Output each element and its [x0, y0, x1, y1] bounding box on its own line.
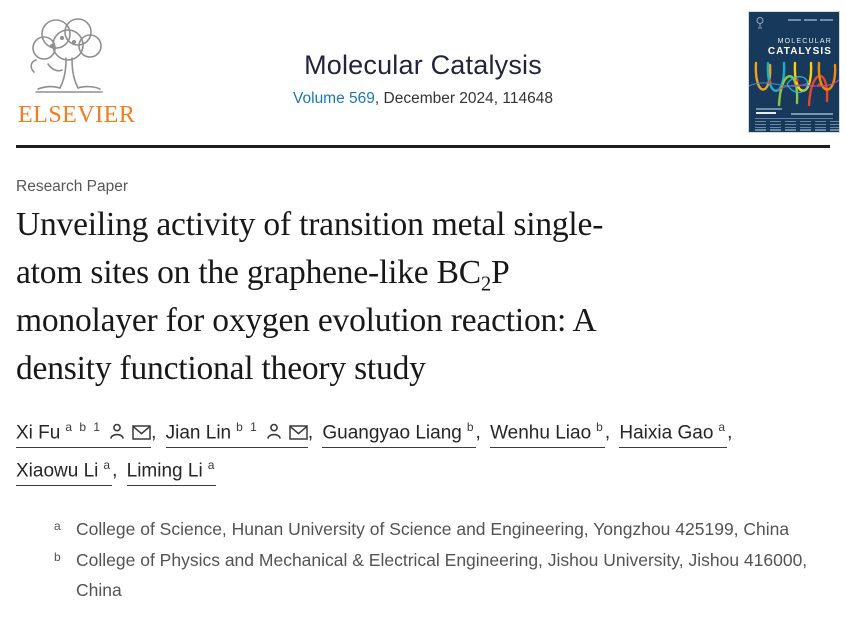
author-guangyao-liang[interactable]: Guangyao Liang b	[322, 419, 476, 448]
title-line2-pre: atom sites on the graphene-like BC	[16, 254, 481, 291]
author-liming-li[interactable]: Liming Li a	[126, 457, 217, 486]
affiliation-sup: b	[54, 550, 61, 564]
author-separator: ,	[112, 460, 123, 481]
author-affil-sup: a	[103, 457, 113, 472]
author-xiaowu-li[interactable]: Xiaowu Li a	[16, 457, 113, 486]
elsevier-tree-icon	[30, 18, 103, 93]
affiliation-b: b College of Physics and Mechanical & El…	[54, 545, 830, 605]
volume-link[interactable]: Volume 569	[293, 90, 375, 107]
author-affil-sup: b	[466, 419, 476, 434]
header-divider	[16, 145, 830, 148]
issue-rest: , December 2024, 114648	[374, 90, 553, 107]
article-type-label: Research Paper	[16, 178, 129, 195]
cover-journal-name-line1: MOLECULAR	[777, 38, 832, 45]
author-separator: ,	[307, 422, 319, 443]
email-icon	[289, 425, 308, 440]
affiliation-text: College of Science, Hunan University of …	[76, 519, 790, 539]
author-affil-sup: a	[718, 419, 728, 434]
author-separator: ,	[604, 422, 616, 443]
affiliation-list: a College of Science, Hunan University o…	[16, 514, 830, 605]
email-icon	[132, 425, 151, 440]
author-haixia-gao[interactable]: Haixia Gao a	[619, 419, 728, 448]
cover-divider	[755, 118, 833, 119]
title-subscript: 2	[480, 272, 492, 296]
author-xi-fu[interactable]: Xi Fu a b 1	[16, 419, 152, 448]
journal-meta: Molecular Catalysis Volume 569, December…	[0, 50, 846, 108]
person-icon	[110, 423, 124, 439]
author-affil-sup: a b 1	[65, 419, 103, 434]
cover-journal-name-line2: CATALYSIS	[767, 46, 832, 58]
journal-cover-thumbnail[interactable]: MOLECULAR CATALYSIS	[749, 12, 839, 132]
affiliation-a: a College of Science, Hunan University o…	[54, 514, 830, 544]
author-separator: ,	[151, 422, 162, 443]
person-icon	[267, 423, 281, 439]
affiliation-sup: a	[54, 519, 61, 533]
cover-journal-name: MOLECULAR CATALYSIS	[768, 38, 832, 58]
elsevier-wordmark: ELSEVIER	[18, 102, 136, 128]
author-affil-sup: b	[596, 419, 605, 434]
elsevier-logo[interactable]: ELSEVIER	[18, 12, 136, 129]
title-line1: Unveiling activity of transition metal s…	[16, 206, 604, 243]
author-separator: ,	[475, 422, 487, 443]
journal-header: ELSEVIER Molecular Catalysis Volume 569,…	[0, 0, 846, 146]
cover-editor-bar	[791, 113, 833, 115]
author-jian-lin[interactable]: Jian Lin b 1	[165, 419, 308, 448]
title-line3: monolayer for oxygen evolution reaction:…	[16, 302, 597, 339]
article-body: Research Paper Unveiling activity of tra…	[16, 148, 830, 606]
cover-contents-bars	[755, 121, 839, 132]
author-list: Xi Fu a b 1, Jian Lin b 1, Guangyao Liang b…	[16, 414, 822, 490]
article-title: Unveiling activity of transition metal s…	[16, 201, 830, 393]
title-line4: density functional theory study	[16, 350, 426, 387]
author-affil-sup: b 1	[236, 419, 259, 434]
cover-footer-label-bars	[756, 108, 782, 114]
affiliation-text: College of Physics and Mechanical & Elec…	[76, 550, 808, 600]
journal-title-link[interactable]: Molecular Catalysis	[304, 50, 542, 80]
issue-line: Volume 569, December 2024, 114648	[0, 90, 846, 108]
cover-header-text-bars	[788, 19, 833, 21]
cover-artwork	[749, 61, 839, 107]
title-line2-post: P	[491, 254, 510, 291]
cover-elsevier-tree-icon	[756, 17, 764, 29]
author-affil-sup: a	[207, 457, 217, 472]
author-separator: ,	[727, 422, 733, 443]
author-wenhu-liao[interactable]: Wenhu Liao b	[490, 420, 605, 448]
